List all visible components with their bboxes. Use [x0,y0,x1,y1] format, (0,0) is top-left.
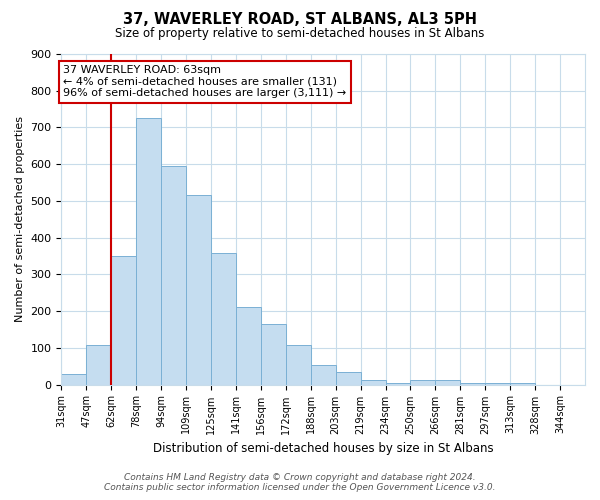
Bar [436,380,460,384]
Bar [485,382,510,384]
Bar [386,382,410,384]
Bar [361,380,386,384]
Bar [236,308,261,384]
Text: Contains HM Land Registry data © Crown copyright and database right 2024.
Contai: Contains HM Land Registry data © Crown c… [104,473,496,492]
Bar [136,118,161,384]
X-axis label: Distribution of semi-detached houses by size in St Albans: Distribution of semi-detached houses by … [153,442,494,455]
Bar [410,380,436,384]
Bar [111,256,136,384]
Text: Size of property relative to semi-detached houses in St Albans: Size of property relative to semi-detach… [115,28,485,40]
Bar [335,372,361,384]
Bar [61,374,86,384]
Bar [86,345,111,385]
Bar [510,382,535,384]
Bar [211,253,236,384]
Bar [261,324,286,384]
Y-axis label: Number of semi-detached properties: Number of semi-detached properties [15,116,25,322]
Bar [460,382,485,384]
Text: 37 WAVERLEY ROAD: 63sqm
← 4% of semi-detached houses are smaller (131)
96% of se: 37 WAVERLEY ROAD: 63sqm ← 4% of semi-det… [64,65,347,98]
Bar [161,166,186,384]
Bar [286,346,311,385]
Text: 37, WAVERLEY ROAD, ST ALBANS, AL3 5PH: 37, WAVERLEY ROAD, ST ALBANS, AL3 5PH [123,12,477,28]
Bar [311,366,335,384]
Bar [186,196,211,384]
